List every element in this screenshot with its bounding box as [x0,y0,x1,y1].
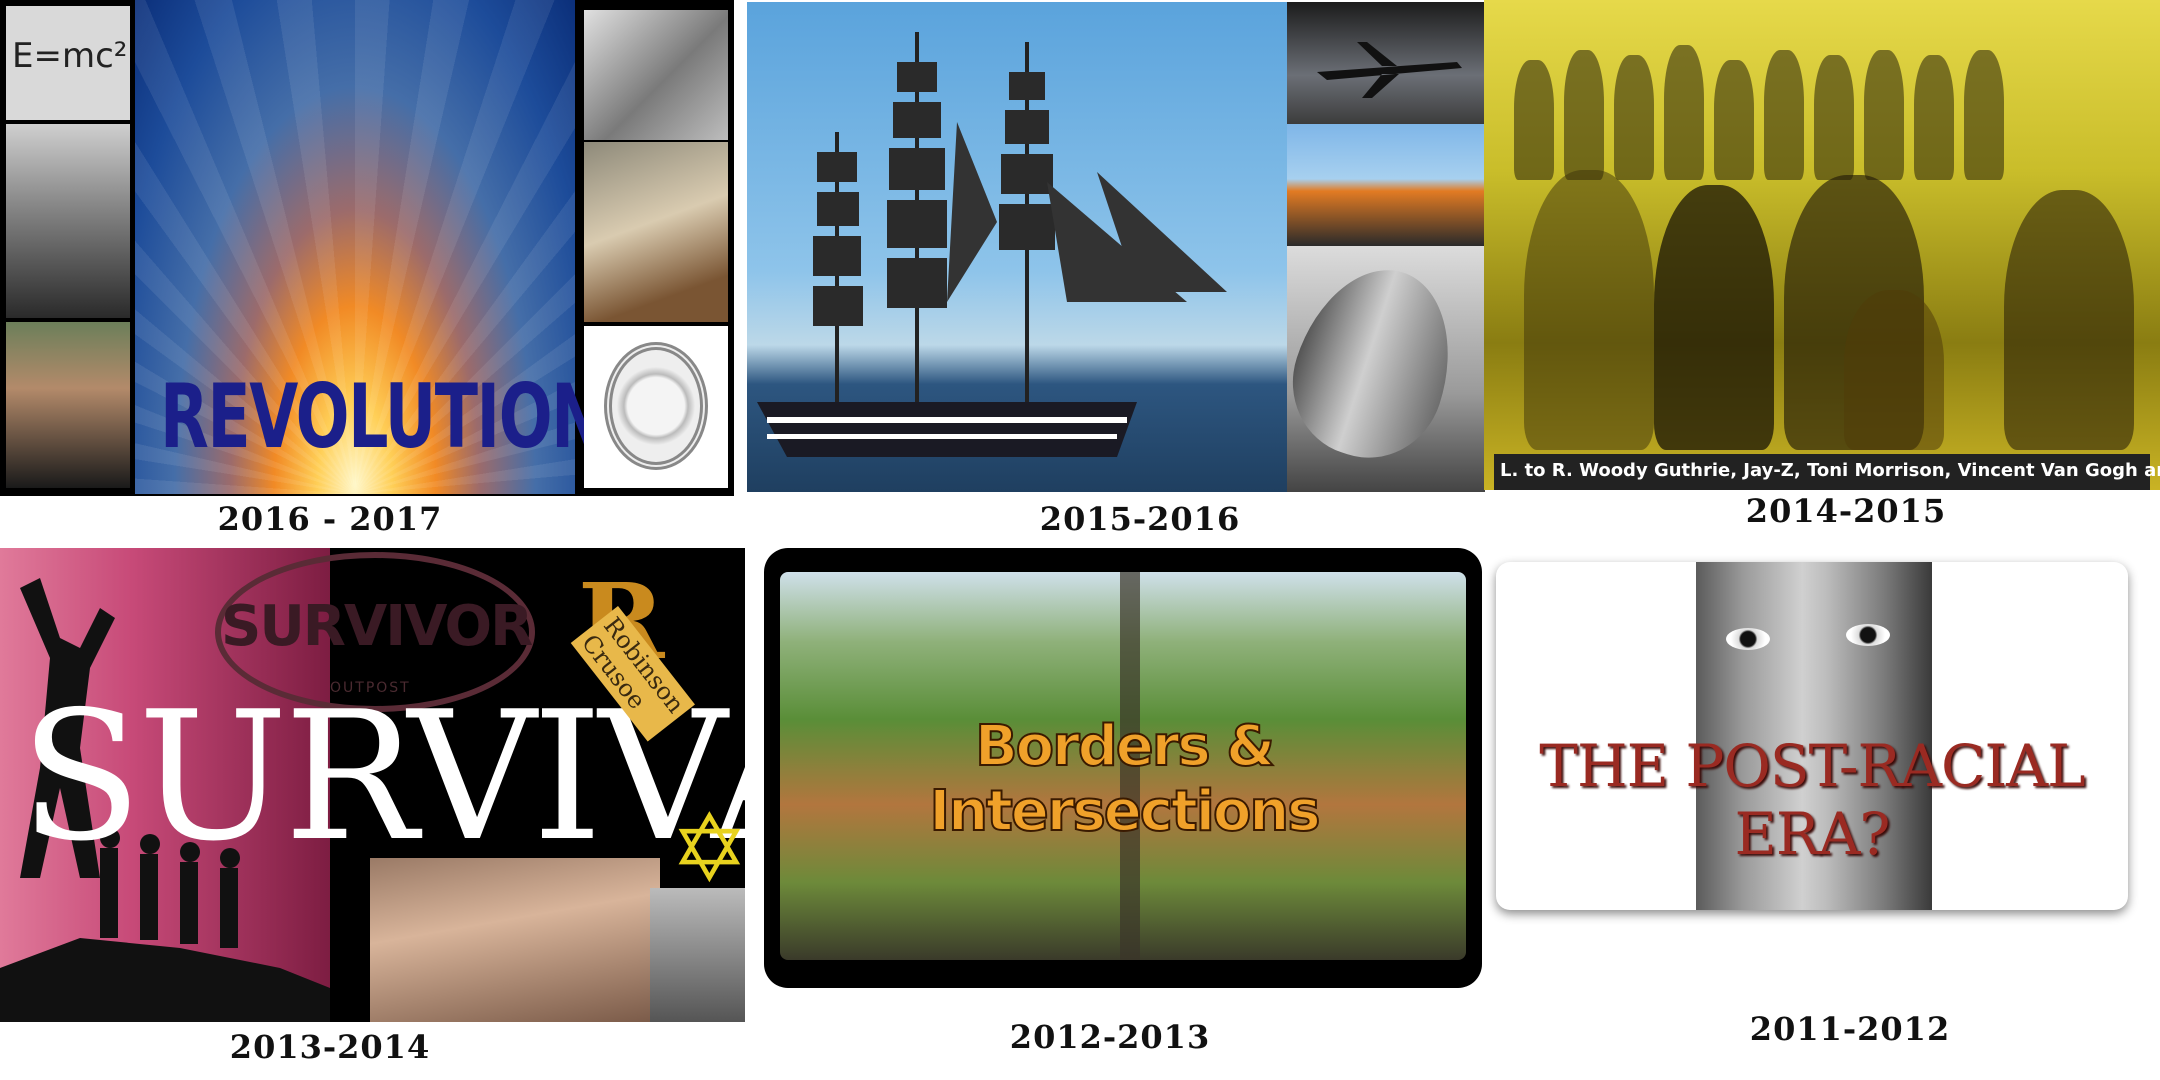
airplane-silhouette [1317,42,1462,98]
star-of-david-icon: ✡ [670,795,745,904]
caption-2014-2015: 2014-2015 [1745,492,1947,530]
caption-2012-2013: 2012-2013 [1009,1018,1211,1056]
robinson-crusoe-logo: R Robinson Crusoe [570,560,730,742]
caption-2013-2014: 2013-2014 [229,1028,431,1066]
family-photo-image [650,888,745,1022]
survival-panel: SURVIVOR OUTPOST SURVIVAL R Robinson Cru… [0,548,745,1022]
train-image [1287,124,1485,246]
post-racial-title: THE POST-RACIAL ERA? [1539,732,2085,868]
aerial-border-image [780,572,1466,960]
equation-tile: E=mc² [6,6,130,120]
left-eye [1726,628,1770,650]
right-eye [1846,624,1890,646]
composite-face-image [1696,562,1932,910]
revolution-title: REVOLUTION [160,365,604,468]
napoleon-painting-image [584,142,728,322]
transport-panel [747,2,1485,492]
sun-rays [135,0,575,494]
survivor-logo-text: SURVIVOR [221,594,533,659]
coin-image [584,326,728,488]
artists-panel: L. to R. Woody Guthrie, Jay-Z, Toni Morr… [1484,0,2160,490]
fist-sculpture-image [584,10,728,140]
sunrise-sky-image [135,0,575,494]
jayz-portrait [1654,185,1774,450]
van-gogh-portrait [1844,290,1944,450]
evolution-silhouettes [0,578,330,1022]
airplane-image [1287,2,1485,124]
border-road [1120,572,1140,960]
survivor-logo: SURVIVOR [215,552,535,712]
borders-panel: Borders & Intersections [764,548,1482,988]
caption-2011-2012: 2011-2012 [1749,1010,1951,1048]
post-racial-panel: THE POST-RACIAL ERA? [1496,562,2128,910]
tattooed-arms-image [370,858,660,1022]
survivor-logo-subtext: OUTPOST [330,680,411,696]
caption-2016-2017: 2016 - 2017 [217,500,443,538]
tall-ship-image [747,2,1287,492]
revolution-panel: REVOLUTION E=mc² [0,0,734,496]
lenin-portrait [6,124,130,318]
zeppelin-image [1287,246,1485,492]
equation-text: E=mc² [12,36,128,76]
credit-text: L. to R. Woody Guthrie, Jay-Z, Toni Morr… [1500,460,2160,481]
caption-2015-2016: 2015-2016 [1039,500,1241,538]
credit-bar [1494,454,2150,490]
borders-title: Borders & Intersections [928,713,1321,845]
norah-jones-portrait [2004,190,2134,450]
survival-title: SURVIVAL [20,673,745,880]
ship-silhouette [757,32,1227,457]
luther-portrait [6,322,130,488]
guthrie-portrait [1524,170,1654,450]
